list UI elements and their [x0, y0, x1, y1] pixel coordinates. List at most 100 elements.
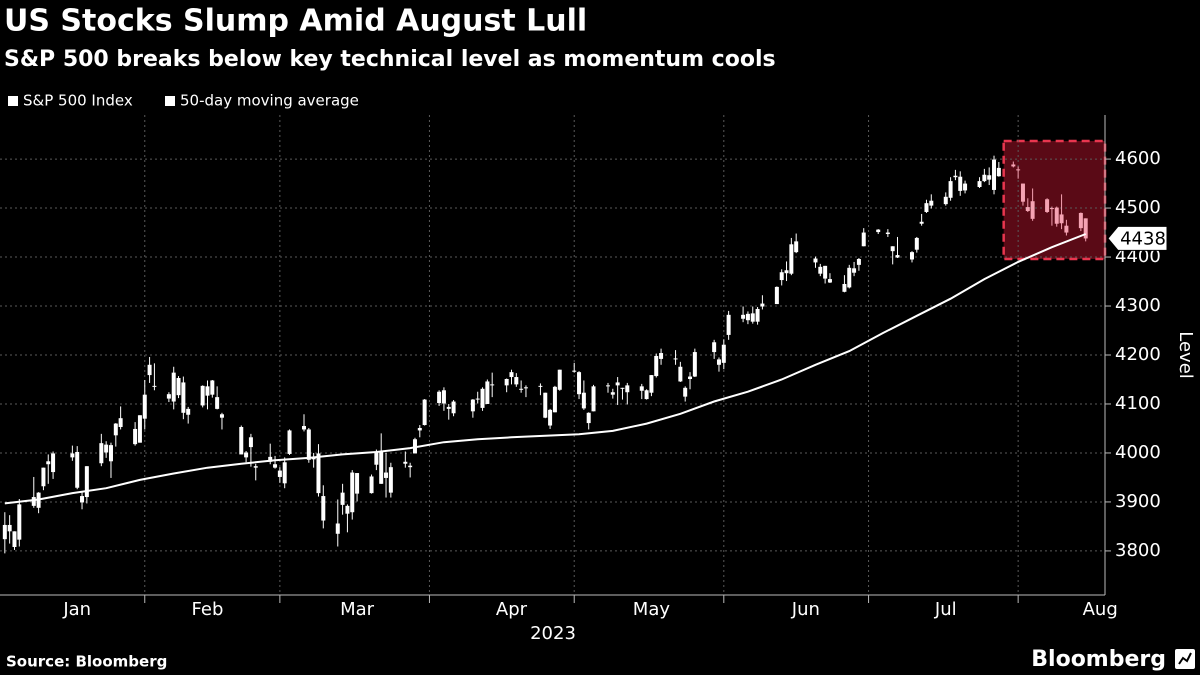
candle-body — [485, 381, 490, 404]
candle-body — [591, 386, 596, 412]
candle-body — [620, 387, 625, 389]
candle-body — [678, 366, 683, 382]
candle-body — [654, 355, 659, 377]
x-tick-label: Jan — [62, 599, 91, 620]
candle-body — [794, 241, 799, 253]
candle-body — [741, 314, 746, 319]
candle-body — [625, 385, 630, 393]
candle-body — [581, 392, 586, 409]
candle-body — [137, 415, 142, 443]
candle-body — [774, 286, 779, 305]
candle-body — [943, 196, 948, 205]
candle-body — [876, 229, 881, 233]
candle-body — [924, 203, 929, 212]
candle-body — [321, 496, 326, 521]
candle-body — [692, 352, 697, 377]
candle-body — [885, 232, 890, 235]
candle-body — [963, 183, 968, 191]
legend-swatch — [165, 96, 175, 106]
candle-body — [852, 268, 857, 273]
chart-title: US Stocks Slump Amid August Lull — [4, 4, 587, 39]
candle-body — [355, 473, 360, 494]
candle-body — [842, 283, 847, 292]
candle-body — [31, 497, 36, 506]
candle-body — [417, 427, 422, 431]
candle-body — [712, 342, 717, 353]
candle-body — [847, 267, 852, 288]
candle-body — [113, 423, 118, 436]
candle-body — [210, 380, 215, 395]
candle-body — [914, 237, 919, 250]
x-tick-label: Jul — [934, 599, 957, 620]
candle-body — [509, 372, 514, 378]
candle-body — [282, 462, 287, 484]
candle-body — [683, 387, 688, 397]
last-value-tag — [1107, 225, 1168, 251]
candle-body — [446, 406, 451, 409]
candle-body — [519, 388, 524, 390]
candle-body — [205, 386, 210, 396]
candle-body — [577, 372, 582, 395]
candle-body — [46, 461, 51, 465]
x-axis-label: 2023 — [530, 623, 576, 644]
candle-body — [219, 414, 224, 418]
candle-body — [1049, 208, 1054, 210]
brand-logo: Bloomberg — [1031, 647, 1166, 672]
candle-body — [504, 379, 509, 386]
candle-body — [1020, 183, 1025, 202]
x-tick-label: Jun — [791, 599, 820, 620]
candle-body — [277, 470, 282, 477]
candle-body — [779, 272, 784, 281]
candle-body — [350, 472, 355, 513]
candle-body — [996, 167, 1001, 177]
candle-body — [388, 467, 393, 493]
candle-body — [379, 451, 384, 484]
candle-body — [181, 382, 186, 413]
candle-body — [856, 259, 861, 265]
last-value-label: 4438 — [1120, 228, 1166, 249]
candle-body — [615, 382, 620, 386]
candle-body — [422, 399, 427, 426]
candle-body — [166, 394, 171, 399]
chart-subtitle: S&P 500 breaks below key technical level… — [4, 47, 776, 72]
candle-body — [437, 391, 442, 403]
candle-body — [268, 456, 273, 462]
candle-body — [306, 429, 311, 460]
candle-body — [475, 398, 480, 400]
candle-body — [726, 314, 731, 335]
candle-body — [451, 401, 456, 414]
candle-body — [958, 176, 963, 191]
candle-body — [557, 369, 562, 390]
candle-body — [2, 524, 7, 540]
candle-body — [977, 181, 982, 187]
candle-body — [244, 452, 249, 458]
candle-body — [1059, 214, 1064, 224]
candle-body — [118, 418, 123, 427]
candle-body — [248, 437, 253, 448]
brand-icon-mark — [1178, 652, 1192, 665]
candle-body — [750, 313, 755, 322]
candle-body — [572, 370, 577, 372]
candle-body — [605, 385, 610, 387]
candle-body — [548, 409, 553, 426]
candle-body — [200, 385, 205, 406]
candle-body — [673, 358, 678, 360]
candle-body — [335, 523, 340, 534]
candle-body — [340, 492, 345, 505]
candle-body — [152, 385, 157, 387]
candle-body — [70, 453, 75, 458]
candle-body — [514, 377, 519, 385]
y-tick-label: 3900 — [1115, 491, 1161, 512]
candle-body — [827, 279, 832, 283]
candle-body — [480, 388, 485, 408]
candle-body — [639, 386, 644, 391]
candle-body — [760, 303, 765, 307]
candle-body — [316, 453, 321, 494]
candle-body — [1064, 225, 1069, 233]
candle-body — [1025, 207, 1030, 211]
candle-body — [1030, 201, 1035, 219]
candle-body — [890, 246, 895, 252]
x-tick-label: Aug — [1083, 599, 1118, 620]
x-tick-label: May — [633, 599, 671, 620]
candle-body — [1045, 199, 1050, 212]
